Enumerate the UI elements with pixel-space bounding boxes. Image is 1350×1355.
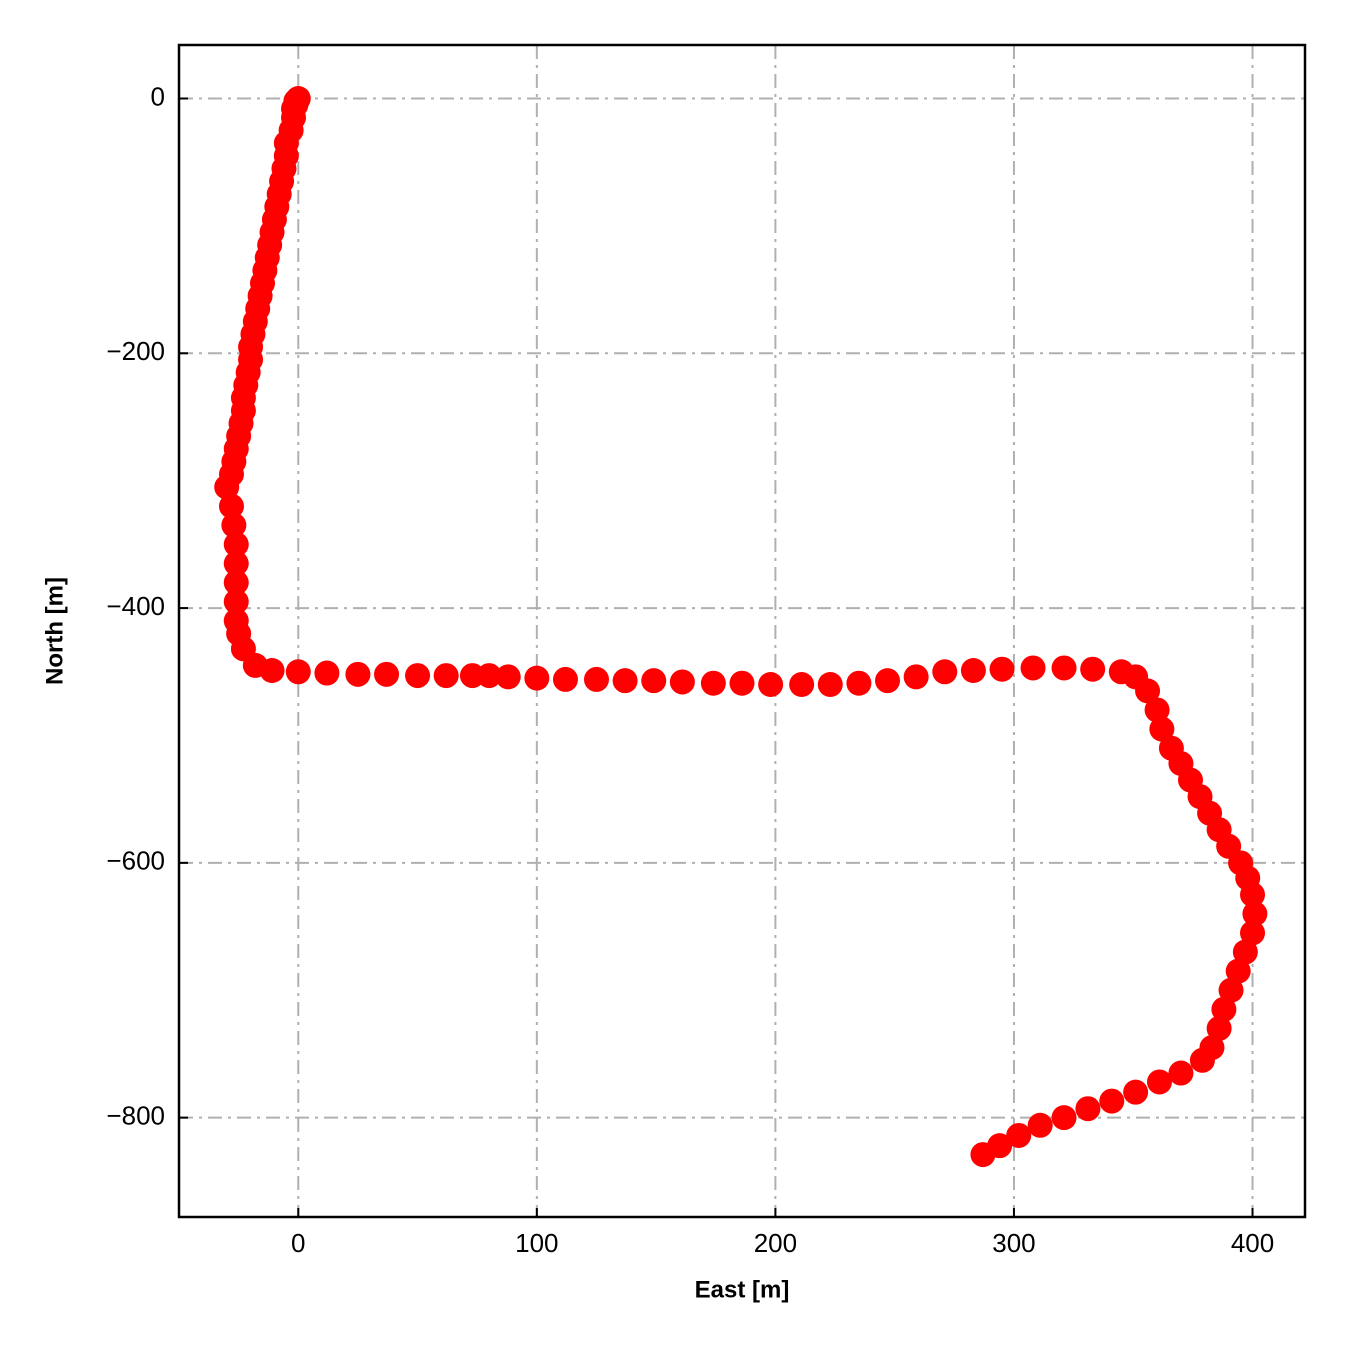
- point: [1218, 977, 1244, 1003]
- point: [223, 531, 249, 557]
- x-tick-label: 0: [291, 1228, 305, 1258]
- point: [1146, 1069, 1172, 1095]
- point: [1189, 1047, 1215, 1073]
- y-tick-label: 0: [151, 81, 165, 111]
- plot-frame: [177, 43, 1307, 1219]
- y-tick-label: −200: [106, 336, 165, 366]
- point: [1240, 920, 1266, 946]
- point: [1242, 901, 1268, 927]
- point: [495, 664, 521, 690]
- point: [729, 670, 755, 696]
- point: [1027, 1112, 1053, 1138]
- x-tick-label: 400: [1231, 1228, 1274, 1258]
- x-axis-label: East [m]: [695, 1276, 790, 1303]
- point: [1135, 678, 1161, 704]
- point: [524, 665, 550, 691]
- point: [259, 657, 285, 683]
- point: [314, 660, 340, 686]
- point: [552, 666, 578, 692]
- point: [214, 474, 240, 500]
- point: [1020, 655, 1046, 681]
- point: [221, 512, 247, 538]
- point: [1051, 1105, 1077, 1131]
- point: [405, 663, 431, 689]
- x-tick-label: 100: [515, 1228, 558, 1258]
- point: [1075, 1096, 1101, 1122]
- point: [218, 493, 244, 519]
- point: [285, 659, 311, 685]
- y-axis-label: North [m]: [41, 577, 68, 685]
- y-tick-label: −800: [106, 1101, 165, 1131]
- point: [476, 663, 502, 689]
- point: [223, 550, 249, 576]
- point: [1006, 1122, 1032, 1148]
- point: [1168, 1060, 1194, 1086]
- point: [1149, 716, 1175, 742]
- point: [669, 669, 695, 695]
- x-tick-label: 300: [992, 1228, 1035, 1258]
- point: [846, 670, 872, 696]
- point: [612, 668, 638, 694]
- point: [1240, 882, 1266, 908]
- point: [1099, 1088, 1125, 1114]
- point: [1144, 697, 1170, 723]
- point: [345, 661, 371, 687]
- point: [1225, 958, 1251, 984]
- point: [223, 589, 249, 615]
- point: [433, 663, 459, 689]
- point: [970, 1142, 996, 1168]
- point: [875, 668, 901, 694]
- point: [374, 661, 400, 687]
- point: [1206, 1015, 1232, 1041]
- y-tick-label: −400: [106, 591, 165, 621]
- point: [960, 657, 986, 683]
- point: [1051, 655, 1077, 681]
- point: [903, 664, 929, 690]
- point: [1232, 939, 1258, 965]
- point: [641, 668, 667, 694]
- point: [789, 672, 815, 698]
- x-tick-label: 200: [754, 1228, 797, 1258]
- point: [932, 659, 958, 685]
- point: [700, 670, 726, 696]
- point: [989, 656, 1015, 682]
- point: [1123, 1079, 1149, 1105]
- point: [758, 672, 784, 698]
- point: [223, 570, 249, 596]
- point: [817, 672, 843, 698]
- point: [1211, 996, 1237, 1022]
- point: [583, 666, 609, 692]
- y-tick-label: −600: [106, 846, 165, 876]
- point: [1080, 656, 1106, 682]
